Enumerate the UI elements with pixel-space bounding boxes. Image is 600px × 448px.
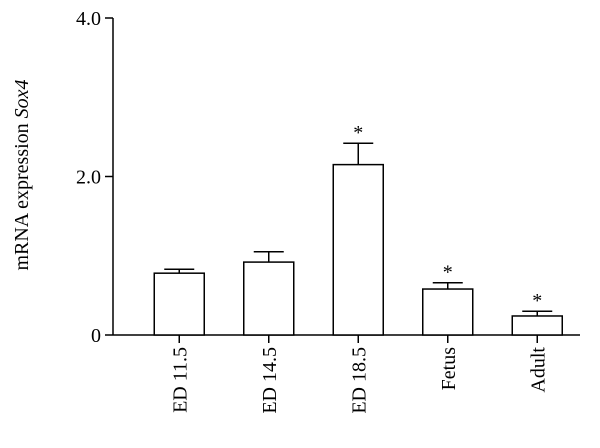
y-axis-label-text: mRNA expression [11,123,33,270]
y-tick-label: 4.0 [76,8,101,30]
x-tick-label: Fetus [438,347,460,391]
y-tick-label: 2.0 [76,167,101,189]
bar [511,315,563,336]
significance-mark: * [353,122,363,144]
x-tick-label: ED 14.5 [259,347,281,414]
significance-mark: * [443,262,453,284]
y-tick-label: 0 [91,325,101,347]
y-axis-label-gene: Sox4 [11,79,33,118]
bar [243,261,295,336]
bar [422,288,474,336]
x-tick-label: ED 18.5 [348,347,370,414]
x-tick-label: Adult [527,347,549,393]
bar [153,272,205,336]
x-tick-label: ED 11.5 [169,347,191,413]
significance-mark: * [532,290,542,312]
bar [332,163,384,336]
y-axis-label: mRNA expression Sox4 [11,79,33,270]
